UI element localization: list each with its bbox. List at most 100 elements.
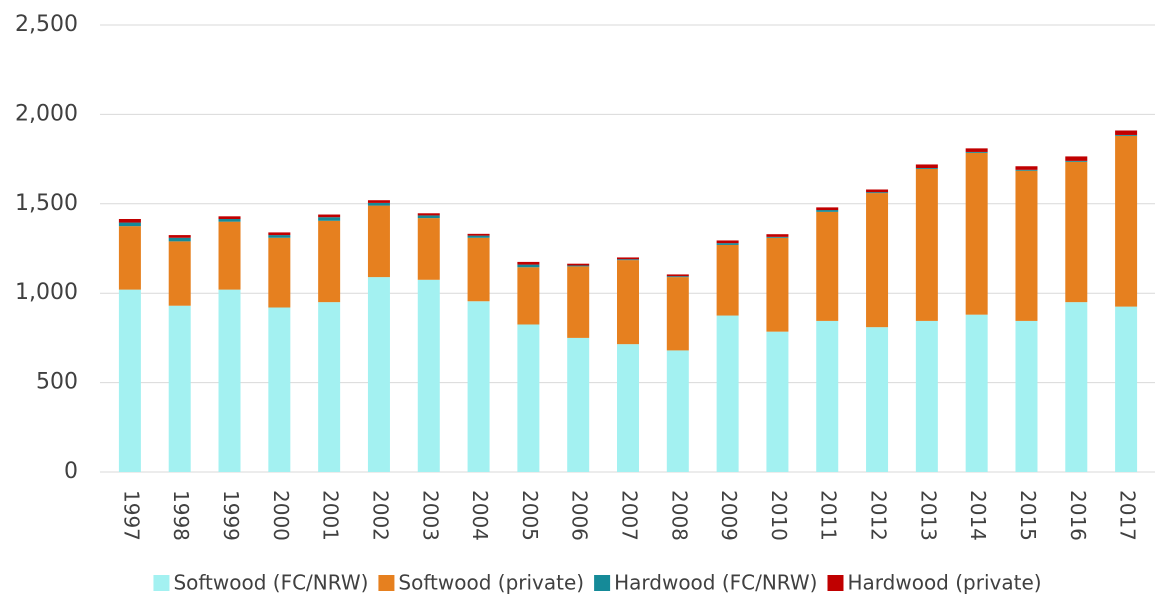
- bar-segment: [617, 257, 639, 260]
- y-tick-label: 2,000: [15, 101, 78, 126]
- bar-segment: [517, 261, 540, 265]
- y-tick-label: 1,500: [15, 191, 78, 216]
- bar-segment: [268, 237, 291, 308]
- legend-swatch: [594, 575, 611, 591]
- bar-segment: [367, 200, 390, 203]
- bar-segment: [716, 244, 739, 316]
- x-tick-label: 1999: [219, 490, 243, 541]
- legend-label: Softwood (private): [398, 571, 584, 595]
- x-tick-label: 2015: [1016, 490, 1040, 541]
- bar-segment: [467, 301, 490, 472]
- bar-segment: [716, 240, 739, 244]
- bar-segment: [1015, 169, 1038, 171]
- bar-segment: [1015, 320, 1038, 472]
- bar-segment: [866, 189, 889, 193]
- bar-segment: [915, 168, 938, 169]
- legend-label: Hardwood (private): [847, 571, 1041, 595]
- bar-segment: [417, 218, 440, 280]
- x-tick-label: 2013: [916, 490, 940, 541]
- bar-segment: [118, 218, 141, 223]
- bar-segment: [666, 276, 689, 278]
- bar-segment: [318, 302, 341, 472]
- bar-segment: [816, 207, 839, 211]
- bar-segment: [268, 232, 291, 236]
- bar-segment: [168, 241, 191, 306]
- bar-segment: [1065, 302, 1088, 472]
- bar-segment: [567, 337, 590, 472]
- bar-segment: [318, 217, 341, 221]
- bar-segment: [965, 151, 988, 153]
- bar-segment: [1115, 306, 1138, 472]
- bar-segment: [666, 274, 689, 277]
- bar-segment: [268, 235, 291, 238]
- bar-segment: [567, 266, 590, 338]
- bar-segment: [766, 236, 789, 238]
- bar-segment: [218, 216, 241, 219]
- bar-segment: [467, 235, 490, 238]
- bar-segment: [168, 235, 191, 238]
- x-tick-label: 2007: [618, 490, 642, 541]
- bar-segment: [367, 277, 390, 472]
- x-tick-label: 2017: [1116, 490, 1140, 541]
- x-tick-label: 2004: [468, 490, 492, 541]
- bar-segment: [218, 289, 241, 472]
- legend-swatch: [153, 575, 170, 591]
- bar-segment: [965, 314, 988, 472]
- bar-segment: [866, 193, 889, 328]
- bar-segment: [118, 289, 141, 472]
- bar-segment: [965, 148, 988, 152]
- bar-segment: [666, 350, 689, 472]
- bar-segment: [866, 192, 889, 194]
- x-tick-label: 2008: [667, 490, 691, 541]
- bar-segment: [816, 320, 839, 472]
- bar-segment: [915, 164, 938, 169]
- bar-segment: [517, 324, 540, 472]
- x-tick-label: 2003: [418, 490, 442, 541]
- bar-segment: [318, 214, 341, 218]
- bar-segment: [1065, 156, 1088, 161]
- bar-segment: [1065, 161, 1088, 303]
- bar-segment: [367, 202, 390, 206]
- bar-segment: [517, 264, 540, 268]
- y-tick-label: 1,000: [15, 280, 78, 305]
- x-tick-label: 2006: [568, 490, 592, 541]
- bar-segment: [766, 331, 789, 472]
- bar-segment: [716, 243, 739, 245]
- bar-segment: [467, 237, 490, 302]
- x-tick-label: 2002: [368, 490, 392, 541]
- x-tick-label: 2014: [966, 490, 990, 541]
- legend-label: Hardwood (FC/NRW): [614, 571, 817, 595]
- x-tick-label: 2016: [1066, 490, 1090, 541]
- bar-segment: [367, 205, 390, 278]
- bar-segment: [816, 211, 839, 321]
- bar-segment: [1015, 170, 1038, 321]
- x-tick-label: 2012: [867, 490, 891, 541]
- bar-segment: [766, 237, 789, 332]
- bar-segment: [417, 215, 440, 219]
- bar-segment: [866, 327, 889, 472]
- bar-segment: [965, 152, 988, 315]
- bar-segment: [168, 237, 191, 242]
- bar-segment: [118, 226, 141, 290]
- bar-segment: [118, 222, 141, 227]
- y-tick-label: 2,500: [15, 12, 78, 37]
- bar-segment: [617, 259, 639, 261]
- bar-segment: [915, 168, 938, 321]
- legend-label: Softwood (FC/NRW): [173, 571, 368, 595]
- bar-segment: [268, 307, 291, 472]
- y-tick-label: 500: [36, 370, 78, 395]
- x-tick-label: 2000: [269, 490, 293, 541]
- bar-segment: [218, 221, 241, 290]
- x-tick-label: 2011: [817, 490, 841, 541]
- bar-segment: [1115, 134, 1138, 136]
- bar-segment: [666, 277, 689, 351]
- bar-segment: [567, 265, 590, 267]
- bar-segment: [1115, 130, 1138, 135]
- bar-segment: [1115, 135, 1138, 307]
- bar-segment: [318, 220, 341, 303]
- bar-segment: [567, 263, 590, 266]
- legend-swatch: [827, 575, 844, 591]
- bar-segment: [1065, 160, 1088, 162]
- bar-segment: [417, 279, 440, 472]
